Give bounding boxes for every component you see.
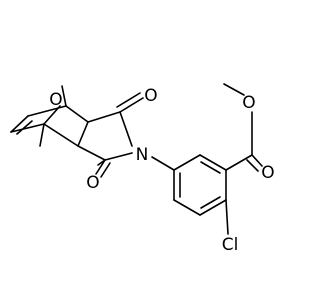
- chlorine: Cl: [222, 235, 239, 255]
- imide-nitrogen: N: [136, 145, 149, 165]
- imide-oxygen-top: O: [144, 86, 157, 106]
- bonds: [10, 83, 263, 235]
- atom-labels: O O O N O O Cl: [49, 86, 274, 255]
- bridge-oxygen: O: [49, 90, 62, 110]
- imide-oxygen-bottom: O: [86, 173, 99, 193]
- ester-oxygen: O: [242, 93, 255, 113]
- molecule-diagram: O O O N O O Cl: [10, 83, 275, 255]
- carbonyl-oxygen: O: [261, 163, 274, 183]
